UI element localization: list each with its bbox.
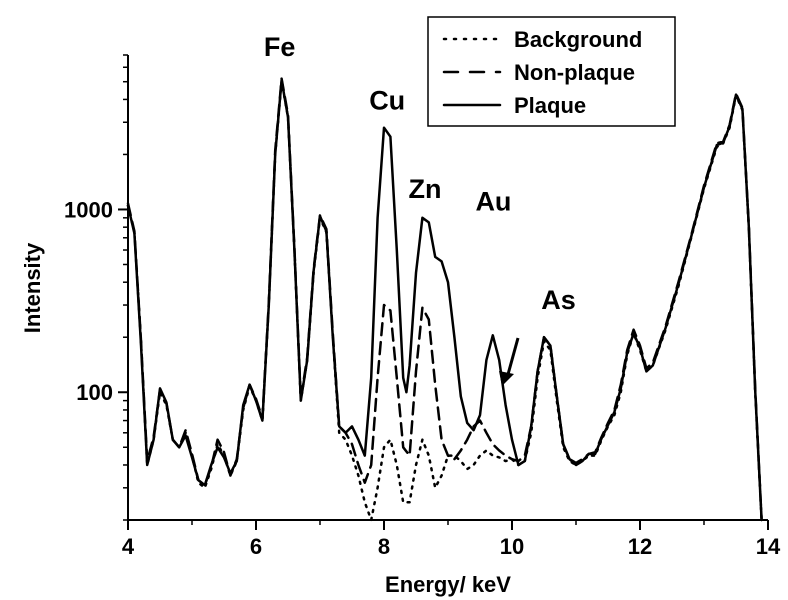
annotation-as: As — [541, 285, 576, 315]
x-tick-label: 4 — [122, 534, 135, 559]
legend-label: Background — [514, 27, 642, 52]
au-arrow-line — [505, 337, 520, 379]
y-tick-label: 100 — [76, 380, 113, 405]
annotation-layer: Fe Cu Zn Au As — [264, 32, 576, 386]
annotation-au: Au — [475, 186, 511, 216]
legend: Background Non-plaque Plaque — [427, 16, 676, 127]
x-axis-title: Energy/ keV — [385, 572, 511, 597]
x-tick-label: 6 — [250, 534, 262, 559]
legend-label: Non-plaque — [514, 60, 635, 85]
series-line-background — [126, 80, 763, 522]
legend-label: Plaque — [514, 93, 586, 118]
y-axis-title: Intensity — [20, 242, 45, 333]
ticks-layer: 4 6 8 10 12 14 100 1000 — [64, 54, 781, 559]
x-tick-label: 10 — [500, 534, 524, 559]
au-arrow-head — [499, 371, 514, 386]
series-line-plaque — [126, 78, 763, 522]
x-tick-label: 8 — [378, 534, 390, 559]
y-tick-label: 1000 — [64, 197, 113, 222]
x-tick-label: 14 — [756, 534, 781, 559]
annotation-zn: Zn — [408, 174, 441, 204]
series-layer — [126, 77, 763, 522]
annotation-fe: Fe — [264, 32, 296, 62]
annotation-cu: Cu — [369, 86, 405, 116]
x-tick-label: 12 — [628, 534, 652, 559]
